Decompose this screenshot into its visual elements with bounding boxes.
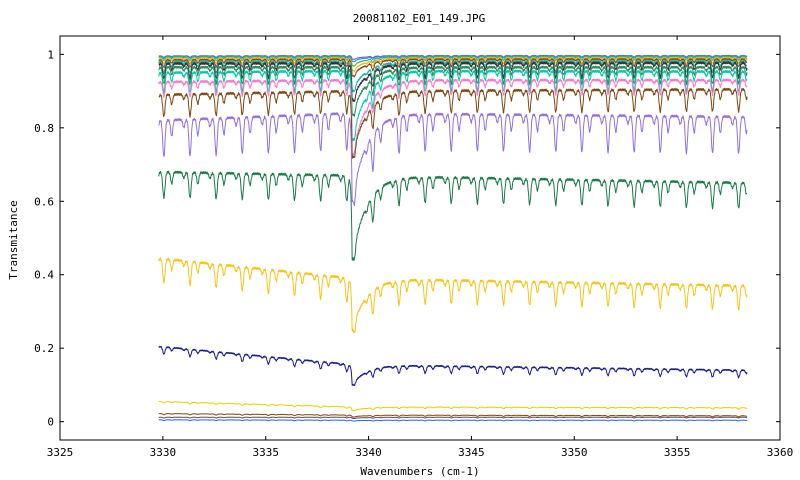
series-line (158, 112, 748, 207)
y-tick-label: 1 (47, 48, 54, 61)
series-line (158, 65, 748, 117)
series-line (158, 413, 748, 418)
y-axis-label: Transmitance (7, 200, 20, 279)
chart-title: 20081102_E01_149.JPG (353, 12, 485, 25)
x-tick-label: 3325 (47, 446, 74, 459)
series-line (158, 416, 748, 420)
y-tick-label: 0.8 (34, 122, 54, 135)
x-axis-label: Wavenumbers (cm-1) (360, 465, 479, 478)
x-tick-label: 3360 (767, 446, 794, 459)
x-tick-label: 3340 (355, 446, 382, 459)
x-tick-label: 3345 (458, 446, 485, 459)
series-line (158, 78, 748, 159)
series-line (158, 257, 748, 334)
series-line (158, 69, 748, 142)
y-tick-label: 0 (47, 416, 54, 429)
series-line (158, 419, 748, 422)
x-tick-label: 3350 (561, 446, 588, 459)
axes-layer: 3325 3330 3335 3340 3345 3350 3355 3360 0 0.2 0.4 0… (34, 36, 793, 459)
series-line (158, 170, 748, 262)
y-tick-label: 0.2 (34, 342, 54, 355)
x-tick-label: 3335 (252, 446, 279, 459)
x-tick-label: 3355 (664, 446, 691, 459)
y-tick-label: 0.4 (34, 269, 54, 282)
x-tick-label: 3330 (150, 446, 177, 459)
series-line (158, 400, 748, 412)
series-line (158, 61, 748, 102)
series-line (158, 55, 748, 67)
y-tick-label: 0.6 (34, 195, 54, 208)
series-line (158, 58, 748, 78)
series-layer (158, 54, 748, 422)
series-line (158, 87, 748, 160)
series-line (158, 345, 748, 387)
series-line (158, 59, 748, 93)
plot-frame (59, 35, 781, 441)
